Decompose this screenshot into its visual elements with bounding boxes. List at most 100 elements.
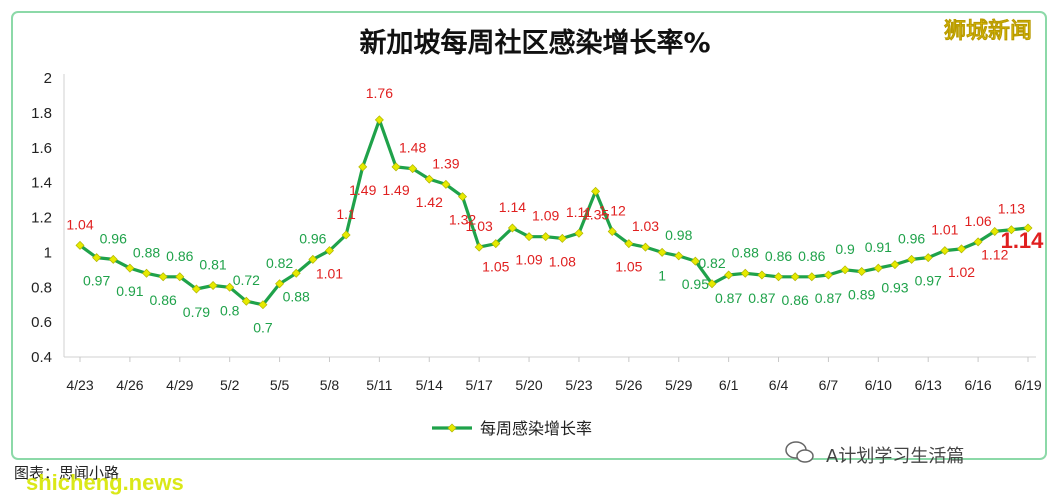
data-point-marker xyxy=(857,267,867,277)
data-point-marker xyxy=(92,253,102,263)
data-label: 1.05 xyxy=(482,259,509,275)
data-point-marker xyxy=(823,270,833,280)
data-point-marker xyxy=(158,272,168,282)
data-label: 1.08 xyxy=(549,253,576,269)
data-point-marker xyxy=(591,186,601,196)
data-label: 1.02 xyxy=(948,264,975,280)
data-label: 0.86 xyxy=(782,292,809,308)
data-label: 0.86 xyxy=(798,248,825,264)
x-tick-label: 4/23 xyxy=(66,377,93,393)
data-label: 0.88 xyxy=(133,244,160,260)
data-label: 0.86 xyxy=(150,292,177,308)
y-tick-label: 0.4 xyxy=(31,349,52,366)
x-tick-label: 4/26 xyxy=(116,377,143,393)
data-label: 0.89 xyxy=(848,287,875,303)
data-label: 0.98 xyxy=(665,227,692,243)
data-label: 1.14 xyxy=(499,199,526,215)
data-label: 1.13 xyxy=(998,201,1025,217)
data-point-marker xyxy=(657,247,667,257)
data-labels-layer: 1.040.970.960.910.880.860.860.790.810.80… xyxy=(66,85,1044,336)
x-tick-label: 5/29 xyxy=(665,377,692,393)
y-tick-label: 1.2 xyxy=(31,210,52,227)
x-tick-label: 5/23 xyxy=(565,377,592,393)
data-label: 1 xyxy=(658,267,666,283)
x-tick-label: 6/4 xyxy=(769,377,789,393)
data-point-marker xyxy=(740,268,750,278)
x-tick-label: 5/14 xyxy=(416,377,443,393)
data-label: 1.76 xyxy=(366,85,393,101)
data-label: 1.01 xyxy=(316,266,343,282)
data-label: 1.32 xyxy=(449,212,476,228)
series-layer xyxy=(75,115,1033,310)
data-point-marker xyxy=(241,296,251,306)
data-label: 0.79 xyxy=(183,304,210,320)
data-label: 0.91 xyxy=(865,239,892,255)
data-point-marker xyxy=(341,230,351,240)
data-point-marker xyxy=(108,254,118,264)
data-label: 0.87 xyxy=(748,290,775,306)
data-point-marker xyxy=(541,232,551,242)
data-point-marker xyxy=(474,242,484,252)
data-point-marker xyxy=(175,272,185,282)
legend-marker xyxy=(447,423,457,433)
brand-logo-text: 狮城新闻 xyxy=(944,18,1032,44)
data-label: 0.7 xyxy=(253,320,273,336)
data-point-marker xyxy=(441,179,451,189)
data-point-marker xyxy=(557,233,567,243)
watermark-text: A计划学习生活篇 xyxy=(826,446,964,467)
data-label: 0.81 xyxy=(199,257,226,273)
data-point-marker xyxy=(707,279,717,289)
data-point-marker xyxy=(574,228,584,238)
data-label: 1.09 xyxy=(532,208,559,224)
y-tick-label: 1 xyxy=(44,244,52,261)
data-point-marker xyxy=(1023,223,1033,233)
data-point-marker xyxy=(873,263,883,273)
y-tick-label: 0.8 xyxy=(31,279,52,296)
data-label: 0.9 xyxy=(835,241,855,257)
data-label: 0.86 xyxy=(166,248,193,264)
data-label: 0.82 xyxy=(698,255,725,271)
data-point-marker xyxy=(225,282,235,292)
y-tick-label: 0.6 xyxy=(31,314,52,331)
data-point-marker xyxy=(956,244,966,254)
data-point-marker xyxy=(374,115,384,125)
data-point-marker xyxy=(75,240,85,250)
data-point-marker xyxy=(907,254,917,264)
data-label: 0.95 xyxy=(682,276,709,292)
data-label: 1.04 xyxy=(66,216,93,232)
x-tick-label: 5/8 xyxy=(320,377,340,393)
data-label: 0.82 xyxy=(266,255,293,271)
data-label: 0.91 xyxy=(116,283,143,299)
data-point-marker xyxy=(724,270,734,280)
data-label: 1.42 xyxy=(416,194,443,210)
data-label: 1.09 xyxy=(515,252,542,268)
data-point-marker xyxy=(890,260,900,270)
data-point-marker xyxy=(624,239,634,249)
chart-title: 新加坡每周社区感染增长率% xyxy=(359,27,710,59)
data-point-marker xyxy=(358,162,368,172)
data-point-marker xyxy=(774,272,784,282)
data-label: 1.05 xyxy=(615,259,642,275)
data-point-marker xyxy=(125,263,135,273)
data-point-marker xyxy=(208,281,218,291)
data-label: 0.87 xyxy=(815,290,842,306)
y-tick-label: 1.6 xyxy=(31,140,52,157)
data-label: 0.86 xyxy=(765,248,792,264)
data-point-marker xyxy=(923,253,933,263)
data-label: 0.72 xyxy=(233,272,260,288)
data-label: 1.49 xyxy=(349,182,376,198)
data-label: 0.88 xyxy=(732,244,759,260)
data-label: 1.06 xyxy=(964,213,991,229)
x-tick-label: 5/26 xyxy=(615,377,642,393)
data-label: 1.12 xyxy=(981,246,1008,262)
data-label: 0.93 xyxy=(881,280,908,296)
data-label: 0.87 xyxy=(715,290,742,306)
data-point-marker xyxy=(940,246,950,256)
x-tick-label: 5/20 xyxy=(515,377,542,393)
data-label: 0.97 xyxy=(83,273,110,289)
series-line xyxy=(79,118,1029,307)
data-point-marker xyxy=(607,226,617,236)
data-point-marker xyxy=(973,237,983,247)
data-label: 1.39 xyxy=(432,155,459,171)
